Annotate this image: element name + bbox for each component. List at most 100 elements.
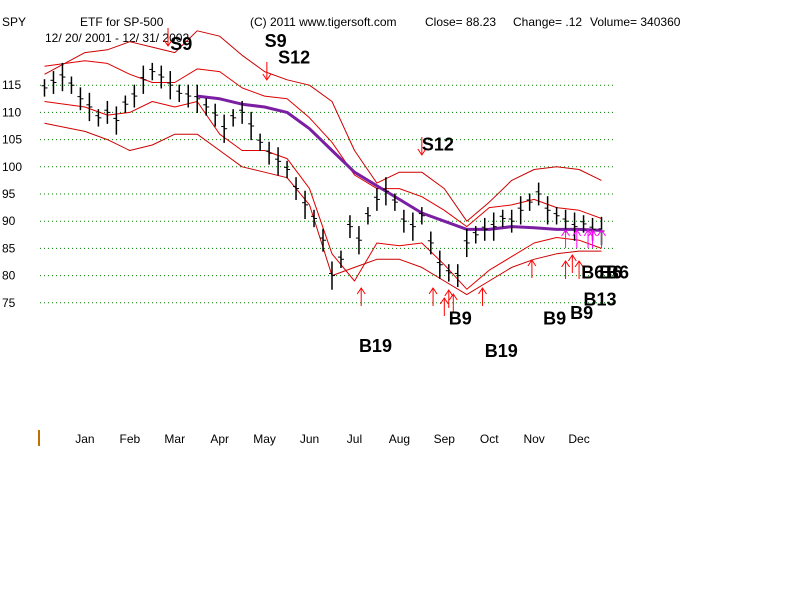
x-tick-label-jun: Jun — [300, 432, 319, 446]
price-bar — [230, 109, 237, 127]
copyright-text: (C) 2011 www.tigersoft.com — [250, 15, 397, 29]
price-bar — [508, 209, 515, 233]
price-bar — [562, 209, 569, 233]
price-bar — [517, 196, 524, 225]
close-value: Close= 88.23 — [425, 15, 496, 29]
buy-arrow — [574, 260, 584, 279]
price-bar — [472, 226, 479, 244]
x-tick-label-mar: Mar — [164, 432, 185, 446]
signal-label-b9: B9 — [449, 309, 472, 329]
buy-arrow-head — [428, 287, 438, 295]
price-bar — [526, 193, 533, 211]
price-bar — [302, 190, 309, 220]
price-bar — [266, 141, 273, 165]
price-bar — [176, 84, 183, 103]
signal-label-b9: B9 — [570, 303, 593, 323]
outer-upper-line — [44, 30, 602, 222]
price-bar — [50, 71, 57, 94]
price-bar — [167, 71, 174, 100]
x-tick-label-dec: Dec — [568, 432, 589, 446]
y-tick-label-80: 80 — [2, 269, 16, 283]
buy-arrow-head — [444, 289, 454, 297]
buy-arrow — [444, 289, 454, 308]
magenta-buy-arrow — [561, 229, 571, 248]
y-tick-label-105: 105 — [2, 133, 22, 147]
change-value: Change= .12 — [513, 15, 582, 29]
buy-arrow — [527, 259, 537, 278]
price-bar — [400, 209, 407, 233]
price-bar — [275, 147, 282, 176]
signal-label-b19: B19 — [359, 336, 392, 356]
magenta-buy-arrow-head — [583, 229, 593, 237]
signal-label-b9: B9 — [543, 309, 566, 329]
price-bar — [427, 231, 434, 255]
price-bar — [364, 207, 371, 225]
price-bar — [212, 103, 219, 127]
price-bar — [239, 100, 246, 124]
price-bar — [490, 212, 497, 241]
buy-arrow — [478, 287, 487, 306]
sell-arrow — [262, 62, 272, 81]
signal-arrows — [163, 28, 606, 316]
buy-arrow-head — [448, 293, 458, 301]
price-bar — [311, 209, 318, 228]
signal-label-b19: B19 — [485, 341, 518, 361]
buy-arrow-head — [561, 260, 571, 268]
sell-arrow — [163, 28, 173, 47]
price-bar — [41, 79, 48, 97]
buy-arrow-head — [567, 254, 577, 262]
price-bar — [113, 106, 120, 135]
y-axis-labels: 75 80 85 90 95 100 105 110 115 — [2, 78, 22, 310]
sell-arrow-head — [417, 148, 427, 156]
price-bar — [382, 177, 389, 206]
x-tick-label-apr: Apr — [210, 432, 229, 446]
signal-label-s12: S12 — [422, 134, 454, 154]
price-bar — [499, 209, 506, 228]
signal-label-s12: S12 — [278, 47, 310, 67]
magenta-buy-arrow-head — [561, 229, 571, 237]
buy-arrow — [356, 287, 366, 306]
signal-label-b13: B13 — [584, 290, 617, 310]
price-bar — [346, 215, 353, 239]
signal-label-b6: B6 — [599, 262, 622, 282]
price-bar — [77, 87, 84, 111]
price-bar — [328, 261, 335, 290]
magenta-buy-arrow-head — [588, 229, 597, 237]
magenta-buy-arrow — [597, 229, 606, 248]
price-bar — [149, 62, 156, 81]
price-bar — [59, 62, 66, 92]
symbol-label: SPY — [2, 15, 26, 29]
price-bar — [257, 133, 264, 152]
price-bar — [409, 212, 416, 241]
price-bar — [391, 193, 398, 211]
x-tick-label-jul: Jul — [347, 432, 362, 446]
buy-arrow — [561, 260, 571, 279]
price-bar — [463, 228, 470, 258]
price-bar — [194, 84, 201, 113]
price-bar — [104, 100, 111, 124]
buy-arrow-head — [356, 287, 366, 295]
buy-arrow — [448, 293, 458, 312]
lower-band-line — [44, 101, 602, 290]
x-tick-label-nov: Nov — [523, 432, 544, 446]
price-bar — [580, 215, 587, 233]
upper-band-line — [44, 60, 602, 228]
buy-arrow-head — [527, 259, 537, 267]
x-tick-label-oct: Oct — [480, 432, 499, 446]
buy-arrow — [428, 287, 438, 306]
price-bar — [454, 264, 461, 288]
price-bar — [436, 250, 443, 279]
price-bar — [158, 65, 165, 89]
buy-arrow-head — [574, 260, 584, 268]
y-tick-label-90: 90 — [2, 214, 16, 228]
price-bar — [481, 217, 488, 241]
price-bar — [248, 111, 255, 141]
moving-average-line — [197, 94, 602, 232]
price-bar — [203, 98, 210, 116]
price-bar — [571, 212, 578, 241]
y-tick-label-75: 75 — [2, 296, 16, 310]
buy-arrow — [567, 254, 577, 273]
magenta-buy-arrow — [588, 229, 597, 248]
price-bar — [553, 207, 560, 225]
y-tick-label-85: 85 — [2, 241, 16, 255]
